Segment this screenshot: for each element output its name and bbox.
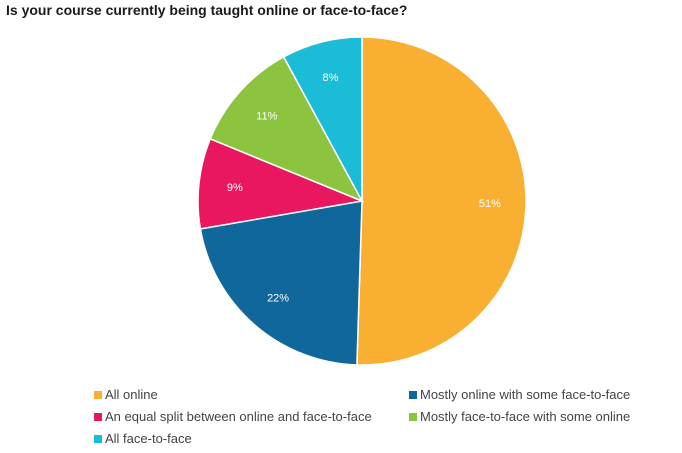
slice-label-all-face-to-face: 8% (323, 72, 339, 84)
legend-item-mostly-face-to-face-with-some-online: Mostly face-to-face with some online (409, 409, 630, 424)
slice-label-an-equal-split-between-online-and-face-to-face: 9% (227, 182, 243, 194)
legend-label: An equal split between online and face-t… (105, 409, 372, 424)
chart-title: Is your course currently being taught on… (6, 2, 408, 18)
legend-label: Mostly online with some face-to-face (420, 387, 631, 402)
pie-slice-an-equal-split-between-online-and-face-to-face (197, 137, 365, 230)
slice-label-mostly-online-with-some-face-to-face: 22% (267, 293, 289, 305)
legend-swatch (94, 412, 102, 421)
pie-slice-mostly-face-to-face-with-some-online (209, 55, 364, 203)
legend-item-mostly-online-with-some-face-to-face: Mostly online with some face-to-face (409, 387, 630, 402)
legend-item-all-online: All online (94, 387, 158, 402)
pie-slice-all-face-to-face (282, 36, 363, 202)
legend-swatch (94, 390, 102, 399)
slice-label-mostly-face-to-face-with-some-online: 11% (256, 111, 277, 123)
legend-label: Mostly face-to-face with some online (420, 409, 631, 424)
legend-label: All online (105, 387, 158, 402)
pie-slice-mostly-online-with-some-face-to-face (199, 200, 363, 366)
legend-swatch (409, 390, 417, 399)
slice-label-all-online: 51% (479, 198, 501, 210)
legend-swatch (409, 412, 417, 421)
legend-item-all-face-to-face: All face-to-face (94, 431, 192, 446)
legend-item-an-equal-split-between-online-and-face-to-face: An equal split between online and face-t… (94, 409, 372, 424)
legend-label: All face-to-face (105, 431, 192, 446)
legend-swatch (94, 434, 102, 443)
pie-slice-all-online (356, 36, 527, 366)
